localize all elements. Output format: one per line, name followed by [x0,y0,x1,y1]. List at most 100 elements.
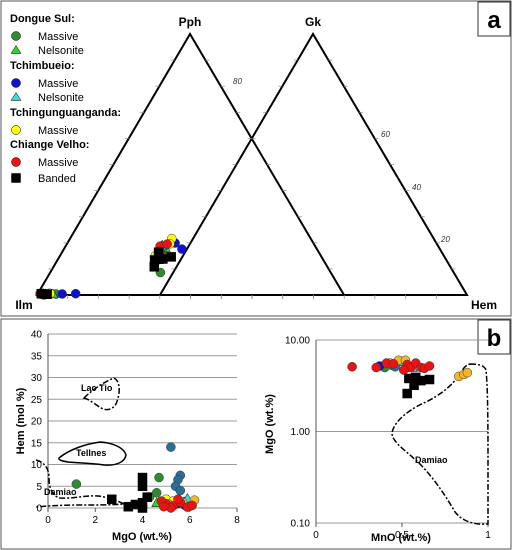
panel-a-label: a [487,7,501,34]
legend-marker-circle [11,31,21,41]
ternary-data-point [166,252,176,262]
left-data-point [159,501,169,512]
legend-marker-triangle [10,92,22,101]
right-ytick-label: 10.00 [285,336,310,347]
left-grid [47,333,238,512]
left-xlabel: MgO (wt.%) [112,531,172,543]
ternary-data-point [149,262,160,272]
vertex-label-left: Ilm [15,298,32,312]
left-ytick-label: 15 [31,438,43,449]
legend-item-label: Banded [38,173,76,185]
right-data-point [398,365,409,375]
legend-group-title: Tchingunguanganda: [10,107,121,119]
legend-item-label: Massive [38,78,78,90]
left-ytick-label: 35 [31,351,43,362]
legend-marker-circle [11,157,21,167]
left-fields [35,377,127,508]
legend-item-label: Massive [38,125,78,137]
legend-marker-circle [11,125,21,135]
vertex-label-apex-left: Pph [179,15,202,29]
damiao-field [35,459,127,508]
left-xtick-label: 8 [234,515,240,526]
lac-tio-field [82,377,120,411]
right-data-point [402,388,412,399]
legend-item-label: Nelsonite [38,45,84,57]
right-data-point [388,359,399,369]
left-data-point [151,488,162,498]
right-xlabel: MnO (wt.%) [371,532,431,544]
ternary-ticks [48,59,456,299]
legend-marker-triangle [10,45,22,54]
ternary-points [35,233,187,300]
left-data-point [137,472,148,483]
ternary-diagram: Pph Gk Ilm Hem 80 60 40 20 [15,15,497,312]
damiao-field-right [391,363,489,525]
tellnes-field [58,441,127,466]
left-ytick-label: 5 [36,482,42,493]
right-data-point [424,361,435,371]
panel-b-label-box [477,319,511,355]
legend-group-title: Chiange Velho: [10,139,89,151]
left-xtick-label: 0 [45,515,51,526]
chart-hem-vs-mgo: 0 5 10 15 20 25 30 35 40 0 2 4 6 8 MgO (wt.%) Hem (mo… [15,330,240,544]
right-ytick-label: 1.00 [291,427,311,438]
left-points [71,442,200,513]
scale-label-20: 20 [440,235,450,244]
left-data-point [187,500,197,511]
scale-label-60: 60 [381,130,390,139]
left-data-point [137,481,148,491]
ternary-data-point [42,289,52,299]
legend-item-label: Massive [38,31,78,43]
ternary-data-point [57,289,67,299]
field-label-lac-tio: Lac Tio [81,383,113,393]
left-ytick-label: 30 [31,373,43,384]
ternary-data-point [70,288,81,299]
panel-b-frame [0,318,512,550]
left-ytick-label: 0 [36,504,42,515]
right-data-point [462,367,473,378]
right-data-point [371,362,381,373]
left-data-point [137,503,148,513]
vertex-label-right: Hem [471,298,497,312]
vertex-label-apex-right: Gk [305,15,321,29]
left-ytick-label: 40 [31,330,43,341]
left-tick-labels: 0 5 10 15 20 25 30 35 40 0 2 4 6 8 [31,330,240,527]
panel-b-label: b [487,325,502,352]
scale-label-40: 40 [412,183,421,192]
right-grid [315,339,489,527]
panel-a: a Pph Gk Ilm Hem 80 60 40 20 Dongue Sul:… [0,0,512,317]
ternary-data-point [177,244,187,254]
left-data-point [175,485,186,496]
right-ylabel: MgO (wt.%) [264,394,276,454]
right-data-point [347,362,357,372]
left-data-point [107,494,117,505]
right-data-point [424,374,435,385]
left-data-point [154,472,164,483]
left-data-point [71,479,82,489]
right-xtick-label: 0 [313,530,319,541]
legend-group-title: Dongue Sul: [10,13,75,25]
field-label-damiao: Damiao [44,487,77,497]
chart-mgo-vs-mno: 0.10 1.00 10.00 0 0.5 1 MnO (wt.%) MgO (wt.%)… [264,336,491,545]
scale-label-80: 80 [233,77,242,86]
field-label-damiao-right: Damiao [415,455,448,465]
legend-marker-square [11,173,21,183]
right-xtick-label: 0.5 [395,530,409,541]
left-xtick-label: 6 [187,515,193,526]
left-ytick-label: 10 [31,460,43,471]
legend-group-title: Tchimbueio: [10,60,75,72]
left-xtick-label: 4 [140,515,146,526]
right-points [347,355,473,399]
ternary-data-point [153,247,164,257]
left-data-point [173,494,183,505]
left-ylabel: Hem (mol %) [15,387,27,454]
right-data-point [409,380,419,391]
panel-a-label-box [477,1,511,37]
legend-marker-circle [11,78,21,88]
right-ytick-label: 0.10 [291,519,311,530]
left-ytick-label: 20 [31,417,43,428]
legend-item-label: Massive [38,157,78,169]
left-ytick-label: 25 [31,395,43,406]
